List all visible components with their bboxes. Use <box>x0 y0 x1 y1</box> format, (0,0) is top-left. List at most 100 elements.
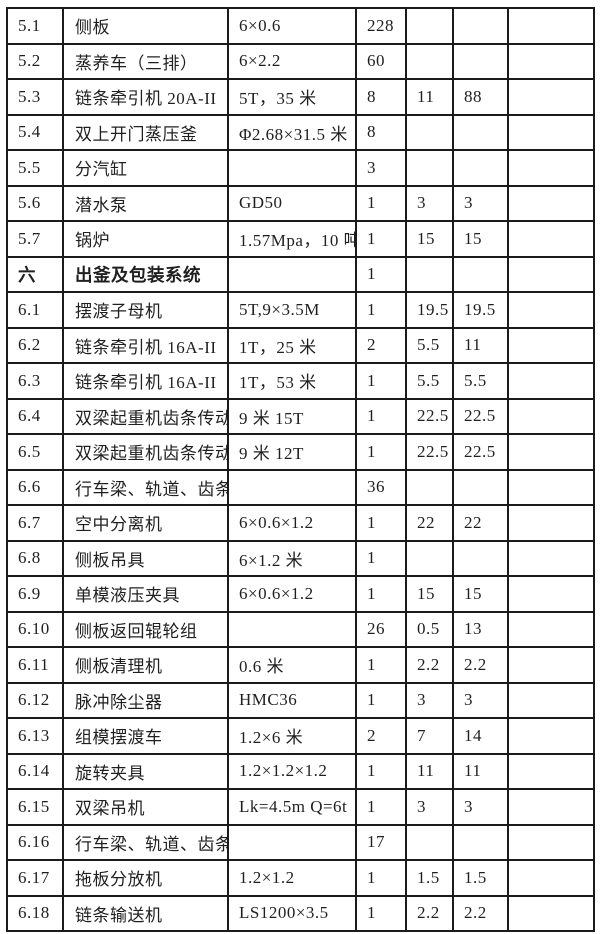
total-value-cell <box>452 468 509 506</box>
spec-cell: GD50 <box>227 184 357 222</box>
item-name-cell: 潜水泵 <box>62 184 229 222</box>
table-row: 6.16 行车梁、轨道、齿条 17 <box>6 823 595 861</box>
item-name-cell: 摆渡子母机 <box>62 291 229 329</box>
table-row: 6.3 链条牵引机 16A-II 1T，53 米 1 5.5 5.5 <box>6 362 595 400</box>
table-row: 6.11 侧板清理机 0.6 米 1 2.2 2.2 <box>6 646 595 684</box>
row-no-cell: 6.14 <box>6 752 64 790</box>
note-cell <box>507 362 595 400</box>
note-cell <box>507 78 595 116</box>
row-no-cell: 6.8 <box>6 539 64 577</box>
note-cell <box>507 149 595 187</box>
note-cell <box>507 433 595 471</box>
table-row: 5.5 分汽缸 3 <box>6 149 595 187</box>
equipment-table: 5.1 侧板 6×0.6 228 5.2 蒸养车（三排） 6×2.2 60 5.3 链条牵引机 2… <box>6 7 595 932</box>
total-value-cell <box>452 7 509 45</box>
spec-cell: 5T，35 米 <box>227 78 357 116</box>
row-no-cell: 5.2 <box>6 42 64 80</box>
total-value-cell: 11 <box>452 326 509 364</box>
item-name-cell: 双梁起重机齿条传动 <box>62 397 229 435</box>
unit-value-cell: 22.5 <box>405 433 454 471</box>
note-cell <box>507 255 595 293</box>
total-value-cell: 22 <box>452 504 509 542</box>
row-no-cell: 6.1 <box>6 291 64 329</box>
note-cell <box>507 504 595 542</box>
table-row: 6.15 双梁吊机 Lk=4.5m Q=6t 1 3 3 <box>6 788 595 826</box>
spec-cell: Φ2.68×31.5 米 <box>227 113 357 151</box>
unit-value-cell <box>405 7 454 45</box>
unit-value-cell: 2.2 <box>405 646 454 684</box>
spec-cell: LS1200×3.5 <box>227 894 357 932</box>
note-cell <box>507 823 595 861</box>
item-name-cell: 锅炉 <box>62 220 229 258</box>
row-no-cell: 6.5 <box>6 433 64 471</box>
qty-cell: 1 <box>355 788 407 826</box>
unit-value-cell: 11 <box>405 752 454 790</box>
item-name-cell: 行车梁、轨道、齿条 <box>62 468 229 506</box>
item-name-cell: 拖板分放机 <box>62 859 229 897</box>
unit-value-cell <box>405 149 454 187</box>
qty-cell: 60 <box>355 42 407 80</box>
qty-cell: 1 <box>355 184 407 222</box>
item-name-cell: 链条牵引机 16A-II <box>62 326 229 364</box>
spec-cell: 6×0.6×1.2 <box>227 575 357 613</box>
total-value-cell <box>452 823 509 861</box>
qty-cell: 1 <box>355 859 407 897</box>
unit-value-cell <box>405 113 454 151</box>
unit-value-cell: 2.2 <box>405 894 454 932</box>
qty-cell: 1 <box>355 575 407 613</box>
note-cell <box>507 788 595 826</box>
row-no-cell: 5.7 <box>6 220 64 258</box>
qty-cell: 2 <box>355 717 407 755</box>
table-row: 6.2 链条牵引机 16A-II 1T，25 米 2 5.5 11 <box>6 326 595 364</box>
spec-cell: 1.57Mpa，10 吨 <box>227 220 357 258</box>
row-no-cell: 6.4 <box>6 397 64 435</box>
total-value-cell: 22.5 <box>452 397 509 435</box>
note-cell <box>507 220 595 258</box>
table-row: 5.1 侧板 6×0.6 228 <box>6 7 595 45</box>
note-cell <box>507 717 595 755</box>
total-value-cell: 2.2 <box>452 894 509 932</box>
total-value-cell: 15 <box>452 575 509 613</box>
row-no-cell: 6.9 <box>6 575 64 613</box>
note-cell <box>507 7 595 45</box>
table-row: 6.17 拖板分放机 1.2×1.2 1 1.5 1.5 <box>6 859 595 897</box>
spec-cell: 6×0.6×1.2 <box>227 504 357 542</box>
spec-cell: 9 米 15T <box>227 397 357 435</box>
unit-value-cell: 3 <box>405 681 454 719</box>
item-name-cell: 双梁起重机齿条传动 <box>62 433 229 471</box>
table-row: 6.10 侧板返回辊轮组 26 0.5 13 <box>6 610 595 648</box>
unit-value-cell <box>405 823 454 861</box>
row-no-cell: 5.4 <box>6 113 64 151</box>
table-row: 5.6 潜水泵 GD50 1 3 3 <box>6 184 595 222</box>
total-value-cell: 15 <box>452 220 509 258</box>
total-value-cell: 2.2 <box>452 646 509 684</box>
row-no-cell: 6.13 <box>6 717 64 755</box>
note-cell <box>507 646 595 684</box>
item-name-cell: 链条牵引机 20A-II <box>62 78 229 116</box>
item-name-cell: 行车梁、轨道、齿条 <box>62 823 229 861</box>
row-no-cell: 6.3 <box>6 362 64 400</box>
unit-value-cell: 0.5 <box>405 610 454 648</box>
spec-cell: 6×0.6 <box>227 7 357 45</box>
table-row: 6.12 脉冲除尘器 HMC36 1 3 3 <box>6 681 595 719</box>
spec-cell: 1.2×1.2×1.2 <box>227 752 357 790</box>
total-value-cell: 22.5 <box>452 433 509 471</box>
spec-cell: 1.2×1.2 <box>227 859 357 897</box>
item-name-cell: 双上开门蒸压釜 <box>62 113 229 151</box>
spec-cell: 9 米 12T <box>227 433 357 471</box>
item-name-cell: 出釜及包装系统 <box>62 255 229 293</box>
spec-cell <box>227 823 357 861</box>
note-cell <box>507 610 595 648</box>
qty-cell: 1 <box>355 504 407 542</box>
item-name-cell: 脉冲除尘器 <box>62 681 229 719</box>
table-row: 6.13 组模摆渡车 1.2×6 米 2 7 14 <box>6 717 595 755</box>
qty-cell: 1 <box>355 397 407 435</box>
qty-cell: 1 <box>355 362 407 400</box>
total-value-cell: 19.5 <box>452 291 509 329</box>
row-no-cell: 六 <box>6 255 64 293</box>
unit-value-cell: 5.5 <box>405 326 454 364</box>
spec-cell: 6×2.2 <box>227 42 357 80</box>
item-name-cell: 组模摆渡车 <box>62 717 229 755</box>
